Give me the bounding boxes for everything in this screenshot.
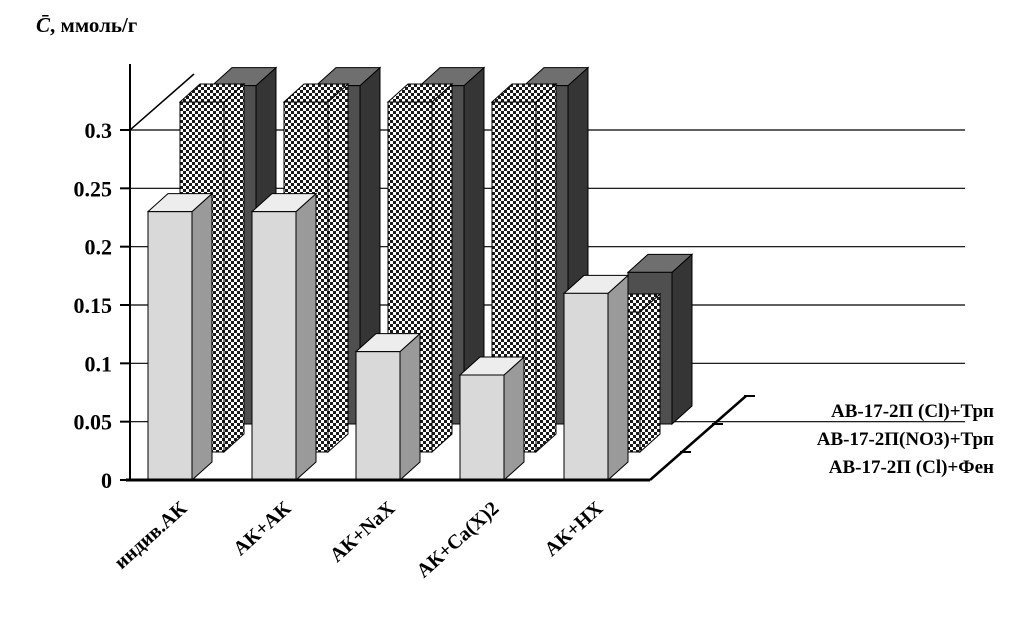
y-tick-label: 0.15	[74, 293, 113, 318]
bar-side-face	[639, 292, 661, 454]
bar	[147, 211, 193, 481]
category-label: АК+АК	[229, 497, 296, 560]
bar-side-face	[327, 82, 349, 454]
y-tick-label: 0.25	[74, 176, 113, 201]
bar-side-face	[671, 253, 693, 426]
category-label: АК+NaX	[326, 497, 400, 567]
bar-side-face	[399, 332, 421, 482]
y-tick-label: 0.3	[85, 118, 113, 143]
bar	[251, 211, 297, 481]
bar-side-face	[535, 82, 557, 454]
y-tick-label: 0.2	[85, 235, 113, 260]
series-label: АВ-17-2П (Cl)+Фен	[829, 457, 994, 478]
bar-side-face	[191, 192, 213, 482]
bar-side-face	[223, 82, 245, 454]
back-wall-top-edge	[129, 73, 195, 131]
bar-side-face	[295, 192, 317, 482]
y-tick-label: 0.1	[85, 351, 113, 376]
series-label: АВ-17-2П (Cl)+Трп	[831, 401, 994, 422]
category-label: индив.АК	[110, 497, 192, 574]
y-tick-label: 0	[101, 468, 112, 493]
depth-axis	[649, 395, 747, 481]
y-axis-title: C̄, ммоль/г	[36, 13, 137, 37]
bar-side-face	[431, 82, 453, 454]
series-label: АВ-17-2П(NO3)+Трп	[817, 429, 994, 450]
bar	[355, 351, 401, 481]
bar	[459, 374, 505, 481]
y-tick-label: 0.05	[74, 410, 113, 435]
bar-side-face	[503, 355, 525, 482]
bar	[563, 292, 609, 481]
category-label: АК+Ca(X)2	[412, 497, 503, 582]
bar-side-face	[607, 274, 629, 482]
category-label: АК+HX	[540, 497, 607, 561]
